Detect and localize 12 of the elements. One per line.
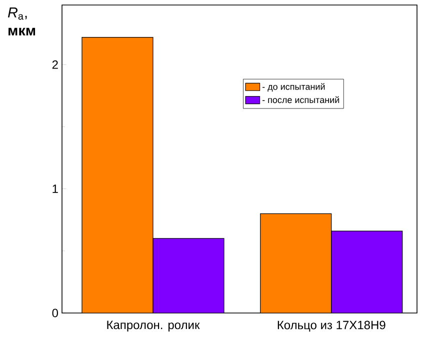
x-tick-label: Кольцо из 17Х18Н9 [278,320,386,332]
y-tick-label: 0 [52,308,58,318]
bar [152,238,224,313]
y-tick-label: 2 [52,60,58,69]
y-axis-title: R$_{a}$, мкм [8,8,36,36]
x-tick-label: Капролон. ролик [107,320,200,332]
bar [331,230,403,313]
y-tick-label: 1 [52,184,58,193]
bar [260,213,332,313]
legend-label: - после испытаний [262,96,340,104]
legend-label: - до испытаний [262,83,325,92]
bar [82,36,154,313]
